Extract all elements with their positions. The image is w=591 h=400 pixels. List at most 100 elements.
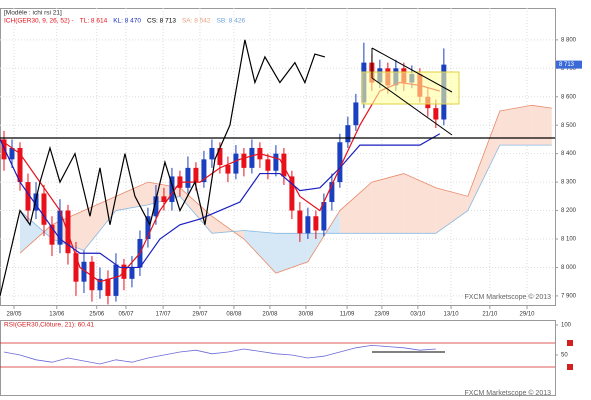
cloud-fill xyxy=(435,187,468,234)
candle-body xyxy=(241,153,247,168)
level-marker xyxy=(567,340,573,346)
x-tick-label: 25/06 xyxy=(89,312,105,318)
cloud-fill xyxy=(243,230,276,274)
x-tick-label: 05/07 xyxy=(118,312,134,318)
x-tick-label: 20/08 xyxy=(262,312,278,318)
cloud-fill xyxy=(83,196,116,251)
candle-body xyxy=(81,261,87,282)
candle-body xyxy=(169,176,175,203)
x-tick-label: 21/10 xyxy=(482,312,498,318)
indicator-line xyxy=(0,133,441,269)
cloud-fill xyxy=(339,182,372,234)
candle-body xyxy=(305,216,311,234)
candle-body xyxy=(273,153,279,171)
candle-body xyxy=(225,165,231,174)
main-layer: ICH(GER30, 9, 26, 52) - TL: 8 614 KL: 8 47… xyxy=(0,18,582,370)
x-tick-label: 03/10 xyxy=(410,312,426,318)
cloud-span xyxy=(19,144,552,251)
candle-body xyxy=(281,153,287,177)
watermark: FXCM Marketscope © 2013 xyxy=(465,389,552,397)
x-tick-label: 08/08 xyxy=(226,312,242,318)
candle-body xyxy=(345,125,351,143)
channel-line xyxy=(371,47,453,93)
candle-body xyxy=(185,167,191,188)
candle-body xyxy=(321,202,327,231)
y-tick-label: 8 200 xyxy=(561,208,577,214)
candle-body xyxy=(193,167,199,183)
cloud-span xyxy=(19,104,552,274)
indicator-line xyxy=(0,39,326,297)
x-tick-label: 13/10 xyxy=(444,312,460,318)
candle-body xyxy=(57,210,63,245)
legend-entry: SB: 8 426 xyxy=(217,18,246,25)
x-tick-label: 23/09 xyxy=(374,312,390,318)
x-tick-label: 29/10 xyxy=(520,312,536,318)
highlight-box xyxy=(361,71,460,105)
candle-body xyxy=(313,216,319,231)
candle-body xyxy=(25,182,31,211)
y-tick-label: 100 xyxy=(561,323,572,329)
rsi-line xyxy=(3,344,436,365)
candle-body xyxy=(33,193,39,211)
rsi-title: RSI(GER30,Clôture, 21): 60.41 xyxy=(4,322,94,329)
legend-entry: TL: 8 614 xyxy=(80,18,108,25)
x-tick-label: 17/07 xyxy=(156,312,172,318)
candle-body xyxy=(265,159,271,171)
y-tick-label: 7 900 xyxy=(561,293,577,299)
model-title: [Modèle : ichi rsi 21] xyxy=(4,10,62,17)
last-price-tag xyxy=(556,60,582,69)
candle-body xyxy=(233,153,239,174)
price-panel xyxy=(0,8,556,306)
candle-body xyxy=(217,147,223,166)
y-tick-label: 8 000 xyxy=(561,265,577,271)
cloud-fill xyxy=(275,233,308,274)
candle-body xyxy=(297,210,303,234)
candle-body xyxy=(289,176,295,211)
y-tick-label: 8 800 xyxy=(561,37,577,43)
candle-body xyxy=(41,193,47,225)
x-tick-label: 13/06 xyxy=(49,312,65,318)
candle-body xyxy=(113,264,119,296)
x-tick-label: 30/08 xyxy=(298,312,314,318)
candle-body xyxy=(145,216,151,239)
candle-body xyxy=(49,224,55,245)
candle-body xyxy=(17,147,23,183)
candle-body xyxy=(353,102,359,126)
watermark: FXCM Marketscope © 2013 xyxy=(465,293,552,301)
candle-body xyxy=(9,147,15,160)
candle-body xyxy=(209,147,215,160)
y-tick-label: 8 100 xyxy=(561,237,577,243)
cloud-fill xyxy=(499,105,532,146)
y-tick-label: 8 700 xyxy=(561,66,577,72)
y-tick-label: 8 500 xyxy=(561,123,577,129)
candle-body xyxy=(97,278,103,291)
legend-entry: CS: 8 713 xyxy=(147,18,176,25)
legend-entry: ICH(GER30, 9, 26, 52) - xyxy=(4,18,74,25)
candle-body xyxy=(129,267,135,279)
cloud-fill xyxy=(531,105,552,146)
candle-body xyxy=(161,196,167,203)
candle-body xyxy=(337,142,343,183)
x-tick-label: 28/05 xyxy=(6,312,22,318)
channel-line xyxy=(371,77,453,136)
level-marker xyxy=(567,364,573,370)
y-tick-label: 50 xyxy=(561,353,568,359)
candle-body xyxy=(201,159,207,183)
last-price-label: 8 713 xyxy=(559,62,575,68)
candle-body xyxy=(105,278,111,296)
y-tick-label: 8 600 xyxy=(561,94,577,100)
legend-entry: KL: 8 470 xyxy=(113,18,141,25)
candle-body xyxy=(329,182,335,203)
cloud-fill xyxy=(115,182,148,211)
x-tick-label: 29/07 xyxy=(192,312,208,318)
candle-body xyxy=(153,196,159,217)
y-tick-label: 8 300 xyxy=(561,180,577,186)
cloud-fill xyxy=(467,110,500,211)
candle-body xyxy=(73,253,79,282)
y-tick-label: 8 400 xyxy=(561,151,577,157)
rsi-panel xyxy=(0,320,556,396)
cloud-fill xyxy=(403,173,436,234)
cloud-fill xyxy=(371,173,404,234)
